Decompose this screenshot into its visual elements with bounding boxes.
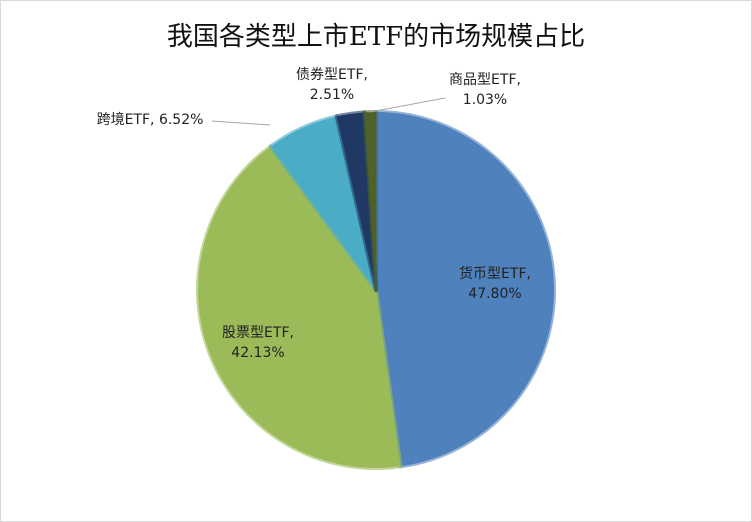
label-category: 股票型ETF: [222, 325, 294, 341]
data-label: 商品型ETF 1.03%: [449, 70, 521, 110]
label-category: 货币型ETF: [459, 266, 531, 282]
label-value: 42.13%: [231, 345, 285, 361]
label-category: 债券型ETF: [296, 67, 368, 83]
label-category: 商品型ETF: [449, 72, 521, 88]
pie-slice: [374, 110, 556, 469]
label-value: 47.80%: [468, 286, 522, 302]
data-label: 股票型ETF 42.13%: [222, 323, 294, 363]
label-value: 6.52%: [158, 112, 204, 128]
data-label: 跨境ETF6.52%: [97, 110, 204, 130]
label-value: 1.03%: [462, 92, 508, 108]
chart-title: 我国各类型上市ETF的市场规模占比: [166, 22, 586, 52]
leader-line: [211, 120, 271, 126]
pie-slice: [196, 144, 403, 470]
leader-line: [369, 97, 446, 113]
label-value: 2.51%: [309, 87, 355, 103]
data-label: 货币型ETF 47.80%: [459, 264, 531, 304]
data-label: 债券型ETF 2.51%: [296, 65, 368, 105]
label-category: 跨境ETF: [97, 112, 159, 128]
